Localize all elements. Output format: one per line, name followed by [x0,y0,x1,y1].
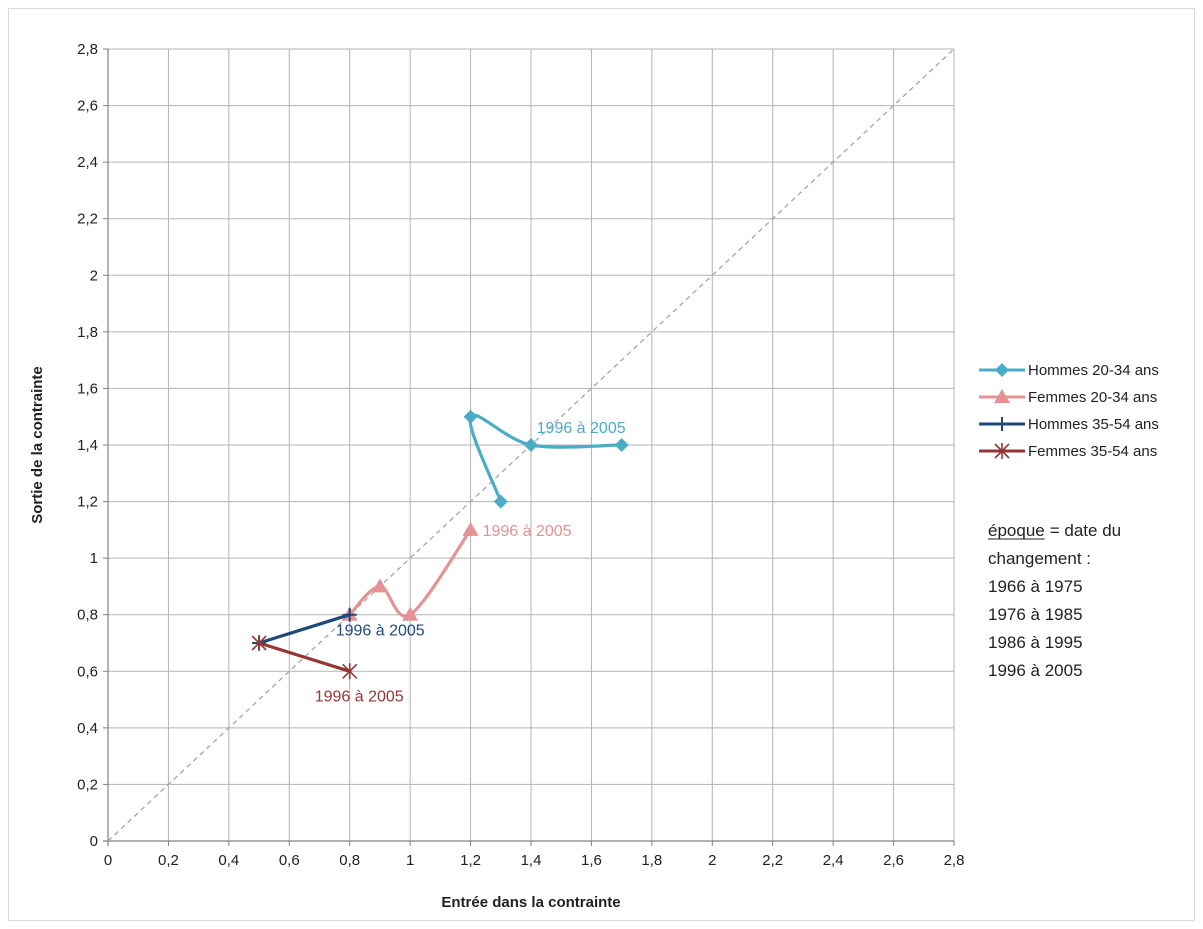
y-tick-label: 2 [90,267,98,284]
note-definition: = date du [1050,521,1121,540]
legend-label: Hommes 35-54 ans [1028,416,1159,433]
legend: Hommes 20-34 ans Femmes 20-34 ans Hommes 3… [979,362,1159,460]
note-term: époque [988,521,1045,540]
y-tick-label: 0 [90,833,98,850]
y-tick-label: 1,2 [77,494,98,511]
y-tick-label: 2,6 [77,98,98,115]
series-end-label: 1996 à 2005 [537,420,626,437]
y-tick-label: 2,2 [77,211,98,228]
legend-label: Femmes 35-54 ans [1028,443,1157,460]
y-tick-label: 2,4 [77,154,98,171]
y-tick-label: 1 [90,550,98,567]
series-layer: 1996 à 2005 1996 à 2005 1996 à 2005 1996 à … [252,410,629,706]
legend-item: Femmes 20-34 ans [979,389,1157,406]
x-tick-label: 1,2 [460,852,481,869]
triangle-marker [463,522,479,536]
series-end-label: 1996 à 2005 [336,623,425,640]
series-end-label: 1996 à 2005 [315,688,404,705]
x-tick-label: 2,8 [944,852,965,869]
x-tick-label: 1 [406,852,414,869]
x-tick-label: 0 [104,852,112,869]
diamond-marker [995,363,1009,377]
x-tick-label: 2,6 [883,852,904,869]
y-tick-label: 0,2 [77,776,98,793]
series-1: 1996 à 2005 [464,410,629,509]
note-period: 1996 à 2005 [988,661,1083,680]
y-tick-label: 1,8 [77,324,98,341]
legend-item: Hommes 20-34 ans [979,362,1159,379]
legend-item: Femmes 35-54 ans [979,443,1157,460]
note-period: 1976 à 1985 [988,605,1083,624]
x-tick-label: 1,6 [581,852,602,869]
note: époque = date du changement : 1966 à 1975 19… [988,521,1121,680]
x-axis-title: Entrée dans la contrainte [441,894,620,911]
x-tick-label: 2,2 [762,852,783,869]
axes: 0 0,2 0,4 0,6 0,8 1 1,2 1,4 1,6 1,8 2 2,2 2,4 2,6 2,8 0… [29,41,964,911]
series-end-label: 1996 à 2005 [483,523,572,540]
x-tick-label: 0,4 [218,852,239,869]
plus-marker [995,417,1009,431]
x-tick-label: 0,8 [339,852,360,869]
y-axis-title: Sortie de la contrainte [29,366,46,524]
series-2: 1996 à 2005 [342,522,572,621]
note-period: 1986 à 1995 [988,633,1083,652]
legend-label: Femmes 20-34 ans [1028,389,1157,406]
y-tick-label: 0,4 [77,720,98,737]
note-period: 1966 à 1975 [988,577,1083,596]
y-tick-label: 0,6 [77,663,98,680]
y-tick-label: 1,6 [77,380,98,397]
diamond-marker [464,410,478,424]
legend-label: Hommes 20-34 ans [1028,362,1159,379]
series-line [259,643,350,671]
diamond-marker [494,495,508,509]
series-4: 1996 à 2005 [252,635,404,705]
y-tick-label: 1,4 [77,437,98,454]
x-tick-label: 0,2 [158,852,179,869]
y-tick-label: 0,8 [77,607,98,624]
legend-item: Hommes 35-54 ans [979,416,1159,433]
diamond-marker [615,438,629,452]
x-tick-label: 0,6 [279,852,300,869]
x-tick-label: 2,4 [823,852,844,869]
note-definition: changement : [988,549,1091,568]
x-tick-label: 1,8 [641,852,662,869]
y-tick-label: 2,8 [77,41,98,58]
x-tick-label: 1,4 [521,852,542,869]
x-tick-label: 2 [708,852,716,869]
